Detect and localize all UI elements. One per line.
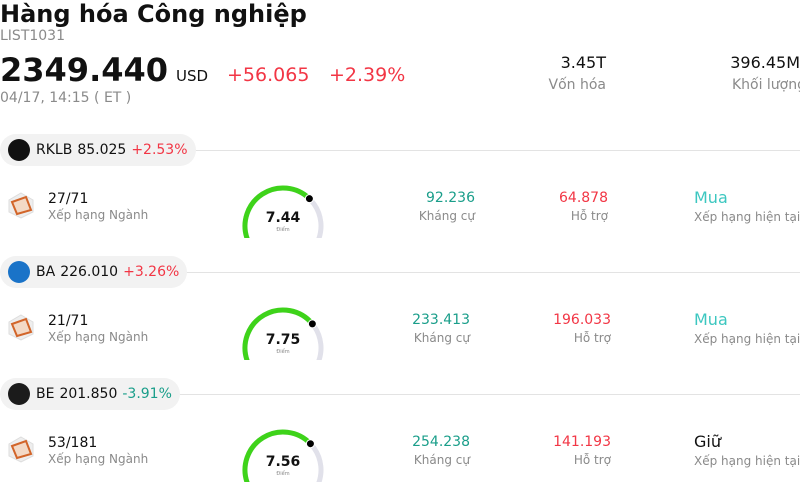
stat-label: Khối lượng	[731, 77, 800, 93]
support-label: Hỗ trợ	[573, 331, 611, 345]
index-price: 2349.440	[0, 51, 169, 89]
support: 196.033	[553, 312, 611, 328]
rank: 21/71	[48, 313, 89, 329]
rank-icon	[8, 192, 34, 219]
price-change: +56.065	[227, 64, 310, 86]
resistance: 254.238	[412, 434, 470, 450]
stat-label: Vốn hóa	[548, 77, 606, 93]
rating-label: Xếp hạng hiện tại	[694, 454, 800, 468]
stat-value: 3.45T	[560, 53, 606, 72]
rank-label: Xếp hạng Ngành	[48, 330, 149, 344]
gauge-fill	[242, 429, 313, 482]
score-label: Điểm	[276, 348, 289, 355]
resistance: 233.413	[412, 312, 470, 328]
stock-change: +3.26%	[123, 264, 180, 280]
rank-label: Xếp hạng Ngành	[48, 452, 149, 466]
separator	[0, 272, 800, 273]
separator	[0, 394, 800, 395]
stock-chip[interactable]: BA 226.010 +3.26%	[0, 256, 188, 288]
support-label: Hỗ trợ	[570, 209, 608, 223]
stock-logo	[8, 139, 30, 161]
stock-price: 201.850	[59, 386, 118, 402]
rank: 53/181	[48, 435, 98, 451]
resistance-label: Kháng cự	[413, 453, 470, 467]
rank: 27/71	[48, 191, 89, 207]
icon-shape	[10, 439, 33, 460]
rank-icon	[8, 436, 34, 463]
ticker: BA	[36, 264, 56, 280]
stock-chip[interactable]: BE 201.850 -3.91%	[0, 378, 180, 410]
price-change-pct: +2.39%	[329, 64, 406, 86]
stock-logo	[8, 261, 30, 283]
rating: Mua	[694, 188, 728, 207]
rating-label: Xếp hạng hiện tại	[694, 210, 800, 224]
icon-shape	[10, 317, 33, 338]
resistance-label: Kháng cự	[418, 209, 475, 223]
rank-icon	[8, 314, 34, 341]
rank-label: Xếp hạng Ngành	[48, 208, 149, 222]
ticker: BE	[36, 386, 55, 402]
score: 7.75	[266, 332, 301, 348]
gauge-fill	[242, 185, 312, 238]
index-code: LIST1031	[0, 28, 65, 44]
stock-price: 85.025	[77, 142, 127, 158]
stock-price: 226.010	[60, 264, 119, 280]
gauge-dot	[304, 194, 314, 204]
score: 7.44	[266, 210, 301, 226]
rating: Mua	[694, 310, 728, 329]
score: 7.56	[266, 454, 301, 470]
ticker: RKLB	[36, 142, 73, 158]
gauge-dot	[305, 439, 315, 449]
stock-change: -3.91%	[122, 386, 172, 402]
stock-logo	[8, 383, 30, 405]
resistance-label: Kháng cự	[413, 331, 470, 345]
stock-change: +2.53%	[131, 142, 188, 158]
support-label: Hỗ trợ	[573, 453, 611, 467]
gauge-dot	[307, 319, 317, 329]
page-title: Hàng hóa Công nghiệp	[0, 0, 307, 28]
stock-chip[interactable]: RKLB 85.025 +2.53%	[0, 134, 196, 166]
resistance: 92.236	[426, 190, 475, 206]
rating-label: Xếp hạng hiện tại	[694, 332, 800, 346]
gauge-fill	[242, 307, 315, 360]
support: 141.193	[553, 434, 611, 450]
stat-value: 396.45M	[730, 53, 800, 72]
icon-shape	[10, 195, 33, 216]
separator	[0, 150, 800, 151]
support: 64.878	[559, 190, 608, 206]
score-label: Điểm	[276, 470, 289, 477]
rating: Giữ	[694, 432, 721, 451]
currency: USD	[176, 67, 209, 85]
score-label: Điểm	[276, 226, 289, 233]
timestamp: 04/17, 14:15 ( ET )	[0, 90, 132, 106]
